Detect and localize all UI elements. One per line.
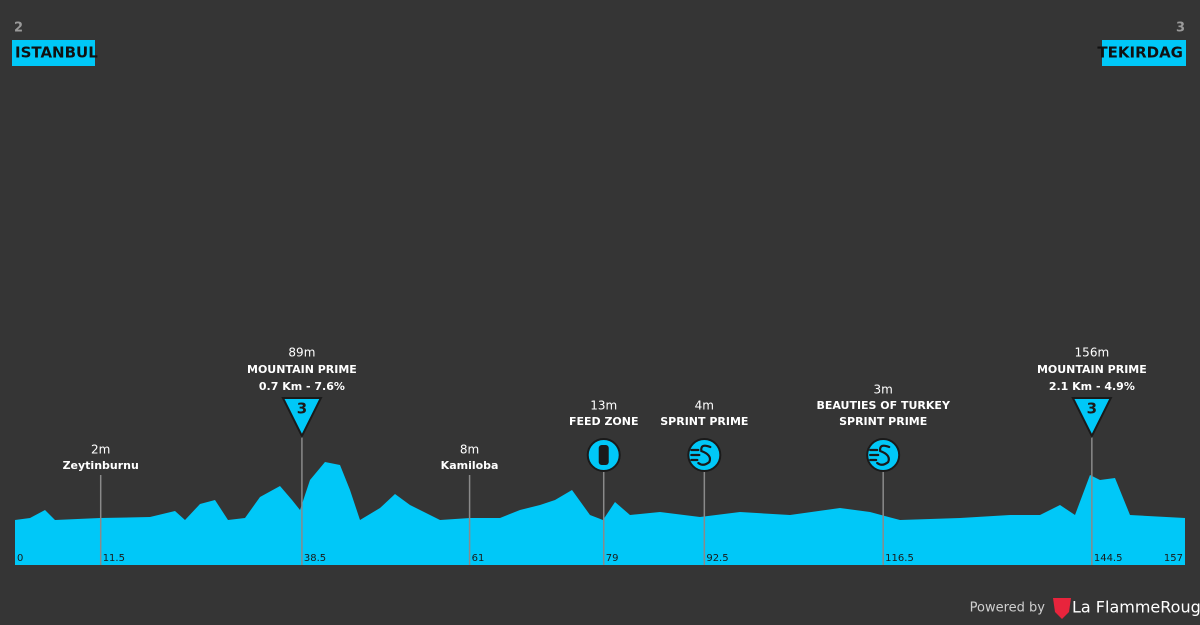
start-name: ISTANBUL <box>15 44 98 62</box>
km-label: 116.5 <box>885 553 914 564</box>
elevation-profile <box>15 462 1185 565</box>
waypoint-altitude: 4m <box>695 399 714 413</box>
waypoint-altitude: 156m <box>1075 346 1110 360</box>
km-label: 79 <box>606 553 619 564</box>
waypoint-altitude: 13m <box>590 399 617 413</box>
sprint-icon <box>866 438 901 472</box>
waypoint-label: Zeytinburnu <box>63 459 139 472</box>
km-label: 157 <box>1164 553 1183 564</box>
waypoint-label: FEED ZONE <box>569 415 639 428</box>
climb-category: 3 <box>297 400 307 418</box>
km-label: 11.5 <box>103 553 125 564</box>
finish-number: 3 <box>1176 21 1185 36</box>
waypoint-label: BEAUTIES OF TURKEY <box>816 399 951 412</box>
waypoint-label: MOUNTAIN PRIME <box>1037 363 1147 376</box>
finish-name: TEKIRDAG <box>1097 44 1183 62</box>
brand-logo <box>1053 598 1071 619</box>
waypoint-label: SPRINT PRIME <box>839 415 927 428</box>
waypoint-altitude: 89m <box>288 346 315 360</box>
climb-category: 3 <box>1087 400 1097 418</box>
sprint-glyph <box>869 444 891 466</box>
start-number: 2 <box>14 21 23 36</box>
km-label: 144.5 <box>1094 553 1123 564</box>
climb-icon <box>1071 397 1113 439</box>
sprint-glyph <box>690 444 712 466</box>
waypoint-label: 2.1 Km - 4.9% <box>1049 380 1135 393</box>
waypoint-label: MOUNTAIN PRIME <box>247 363 357 376</box>
waypoint-altitude: 2m <box>91 443 110 457</box>
start-badge <box>12 40 95 66</box>
km-label: 0 <box>17 553 23 564</box>
km-label: 92.5 <box>706 553 728 564</box>
climb-icon <box>281 397 323 439</box>
sprint-icon <box>687 438 722 472</box>
waypoint-altitude: 8m <box>460 443 479 457</box>
waypoint-altitude: 3m <box>874 383 893 397</box>
powered-by: Powered by <box>970 601 1046 616</box>
bottle-glyph <box>598 445 609 465</box>
km-label: 61 <box>472 553 485 564</box>
brand-name: La FlammeRouge <box>1072 598 1200 617</box>
finish-badge <box>1102 40 1186 66</box>
waypoint-label: SPRINT PRIME <box>660 415 748 428</box>
km-label: 38.5 <box>304 553 326 564</box>
waypoint-label: 0.7 Km - 7.6% <box>259 380 345 393</box>
waypoint-label: Kamiloba <box>441 459 499 472</box>
